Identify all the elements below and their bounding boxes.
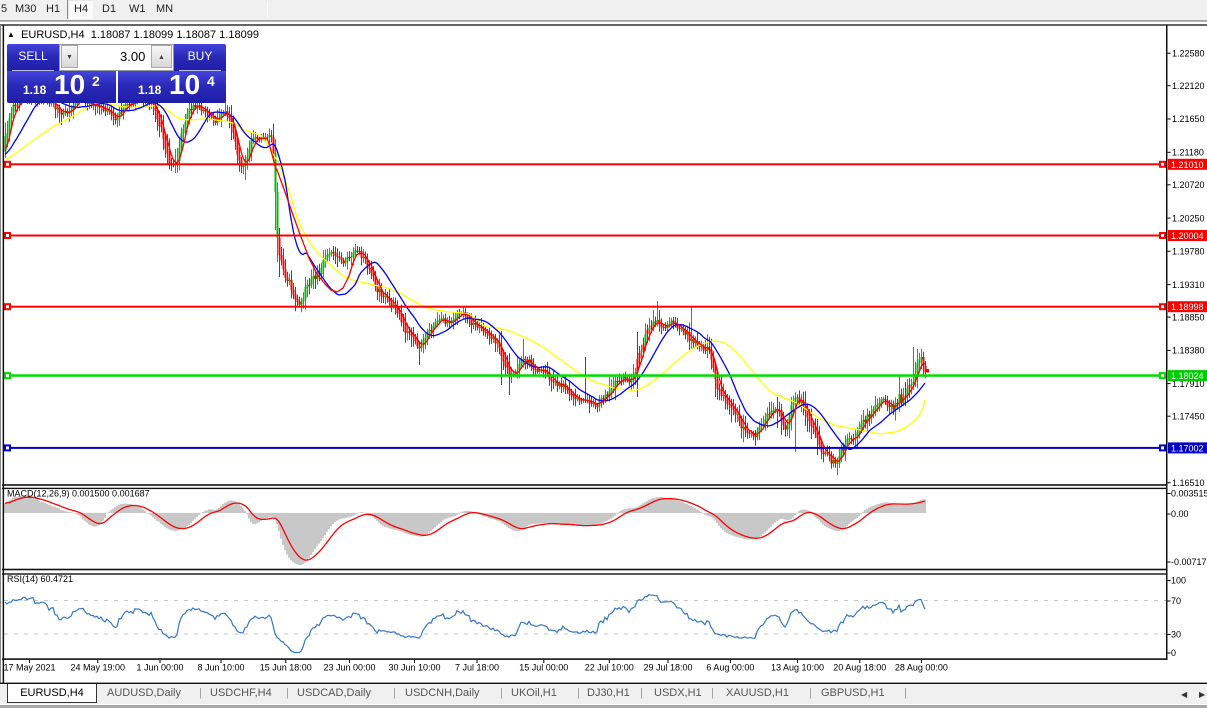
svg-text:1.17450: 1.17450 [1172, 411, 1205, 421]
svg-text:1.20250: 1.20250 [1172, 213, 1205, 223]
svg-text:8 Jun 10:00: 8 Jun 10:00 [197, 663, 244, 673]
svg-text:1 Jun 00:00: 1 Jun 00:00 [136, 663, 183, 673]
svg-text:24 May 19:00: 24 May 19:00 [71, 663, 126, 673]
svg-text:1.16510: 1.16510 [1172, 478, 1205, 488]
svg-text:1.18850: 1.18850 [1172, 312, 1205, 322]
svg-text:20 Aug 18:00: 20 Aug 18:00 [833, 663, 886, 673]
svg-text:1.20720: 1.20720 [1172, 180, 1205, 190]
svg-text:70: 70 [1171, 596, 1181, 606]
svg-text:1.21180: 1.21180 [1172, 148, 1204, 158]
svg-text:RSI(14) 60.4721: RSI(14) 60.4721 [7, 574, 73, 584]
svg-text:1.18998: 1.18998 [1171, 302, 1204, 312]
svg-text:30 Jun 10:00: 30 Jun 10:00 [388, 663, 440, 673]
svg-text:MACD(12,26,9) 0.001500 0.00168: MACD(12,26,9) 0.001500 0.001687 [7, 489, 150, 499]
svg-text:1.20004: 1.20004 [1171, 231, 1204, 241]
svg-text:0: 0 [1171, 648, 1176, 658]
svg-text:29 Jul 18:00: 29 Jul 18:00 [643, 663, 692, 673]
svg-text:1.21010: 1.21010 [1171, 160, 1204, 170]
svg-text:1.18024: 1.18024 [1171, 371, 1204, 381]
svg-text:1.18380: 1.18380 [1172, 346, 1205, 356]
svg-text:6 Aug 00:00: 6 Aug 00:00 [706, 663, 754, 673]
svg-text:28 Aug 00:00: 28 Aug 00:00 [895, 663, 948, 673]
svg-text:23 Jun 00:00: 23 Jun 00:00 [323, 663, 375, 673]
svg-text:-0.007178: -0.007178 [1171, 557, 1207, 567]
svg-text:30: 30 [1171, 630, 1181, 640]
svg-text:1.19310: 1.19310 [1172, 280, 1205, 290]
svg-text:22 Jul 10:00: 22 Jul 10:00 [585, 663, 634, 673]
svg-text:1.17002: 1.17002 [1171, 443, 1204, 453]
svg-text:0.00: 0.00 [1171, 509, 1189, 519]
svg-text:15 Jul 00:00: 15 Jul 00:00 [519, 663, 568, 673]
svg-text:7 Jul 18:00: 7 Jul 18:00 [455, 663, 499, 673]
svg-text:100: 100 [1171, 576, 1186, 586]
svg-text:1.22120: 1.22120 [1172, 81, 1205, 91]
svg-text:1.21650: 1.21650 [1172, 114, 1205, 124]
svg-text:13 Aug 10:00: 13 Aug 10:00 [771, 663, 824, 673]
svg-text:15 Jun 18:00: 15 Jun 18:00 [260, 663, 312, 673]
svg-text:1.22580: 1.22580 [1172, 48, 1205, 58]
svg-text:1.19780: 1.19780 [1172, 247, 1205, 257]
svg-text:17 May 2021: 17 May 2021 [3, 663, 55, 673]
svg-text:0.003515: 0.003515 [1171, 489, 1207, 499]
svg-text:1.17910: 1.17910 [1172, 379, 1205, 389]
